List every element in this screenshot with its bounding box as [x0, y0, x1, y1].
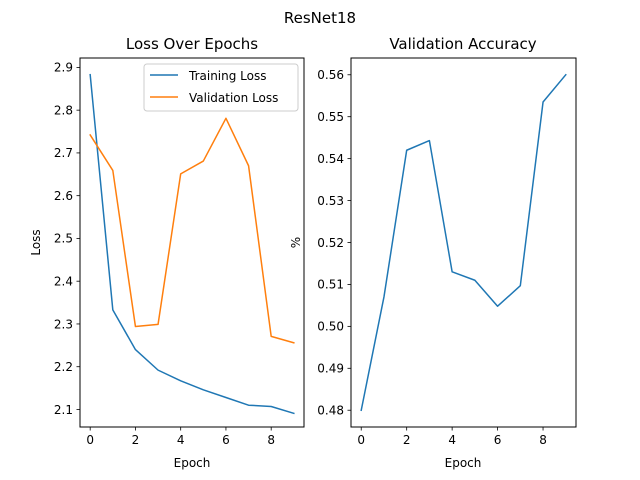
accuracy-line-series-0: [360, 73, 567, 412]
accuracy-plot: Validation Accuracy 0 2 4 6 8 0.48 0.49 0.50 0.5…: [289, 35, 577, 470]
loss-plot-ylabel: Loss: [29, 229, 43, 255]
accuracy-plot-frame: [350, 57, 577, 428]
accuracy-plot-xlabel: Epoch: [445, 456, 482, 470]
accuracy-ytick-label: 0.48: [317, 404, 344, 418]
accuracy-ytick-label: 0.55: [317, 110, 344, 124]
loss-xtick-label: 2: [132, 433, 140, 447]
legend-label-validation-loss: Validation Loss: [189, 91, 278, 105]
loss-plot-legend: Training Loss Validation Loss: [143, 63, 299, 112]
accuracy-xtick-label: 2: [403, 433, 411, 447]
loss-ytick-label: 2.7: [54, 146, 73, 160]
loss-plot: Loss Over Epochs 0 2 4 6 8 2.1 2.2 2.3 2.4 2.5 2.6…: [29, 35, 305, 470]
loss-plot-xlabel: Epoch: [174, 456, 211, 470]
accuracy-plot-title: Validation Accuracy: [389, 35, 536, 53]
loss-line-validation-loss: [89, 117, 295, 344]
accuracy-ytick-label: 0.49: [317, 362, 344, 376]
loss-xtick-label: 4: [177, 433, 185, 447]
loss-ytick-label: 2.6: [54, 189, 73, 203]
accuracy-xtick-label: 8: [539, 433, 547, 447]
legend-box: [143, 63, 299, 112]
accuracy-ytick-label: 0.51: [317, 278, 344, 292]
accuracy-ytick-label: 0.53: [317, 194, 344, 208]
accuracy-plot-ticks: 0 2 4 6 8 0.48 0.49 0.50 0.51 0.52 0.53 0.54 0.55 0.5…: [317, 68, 547, 447]
loss-xtick-label: 0: [86, 433, 94, 447]
accuracy-ytick-label: 0.54: [317, 152, 344, 166]
accuracy-ytick-label: 0.56: [317, 68, 344, 82]
loss-xtick-label: 6: [222, 433, 230, 447]
loss-ytick-label: 2.4: [54, 274, 73, 288]
accuracy-xtick-label: 0: [357, 433, 365, 447]
accuracy-ytick-label: 0.50: [317, 320, 344, 334]
legend-label-training-loss: Training Loss: [188, 69, 266, 83]
loss-ytick-label: 2.2: [54, 360, 73, 374]
loss-ytick-label: 2.1: [54, 403, 73, 417]
accuracy-plot-ylabel: %: [289, 237, 303, 248]
loss-ytick-label: 2.9: [54, 61, 73, 75]
loss-ytick-label: 2.8: [54, 103, 73, 117]
accuracy-plot-lines: [360, 73, 567, 412]
figure-title: ResNet18: [284, 9, 356, 27]
loss-plot-title: Loss Over Epochs: [126, 35, 258, 53]
loss-plot-frame: [79, 57, 305, 428]
loss-plot-ticks: 0 2 4 6 8 2.1 2.2 2.3 2.4 2.5 2.6 2.7 2.8 2.9: [54, 61, 275, 447]
loss-line-training-loss: [89, 73, 295, 415]
accuracy-xtick-label: 6: [494, 433, 502, 447]
accuracy-xtick-label: 4: [448, 433, 456, 447]
loss-plot-lines: [89, 73, 295, 415]
loss-ytick-label: 2.5: [54, 232, 73, 246]
loss-ytick-label: 2.3: [54, 317, 73, 331]
loss-xtick-label: 8: [267, 433, 275, 447]
accuracy-ytick-label: 0.52: [317, 236, 344, 250]
